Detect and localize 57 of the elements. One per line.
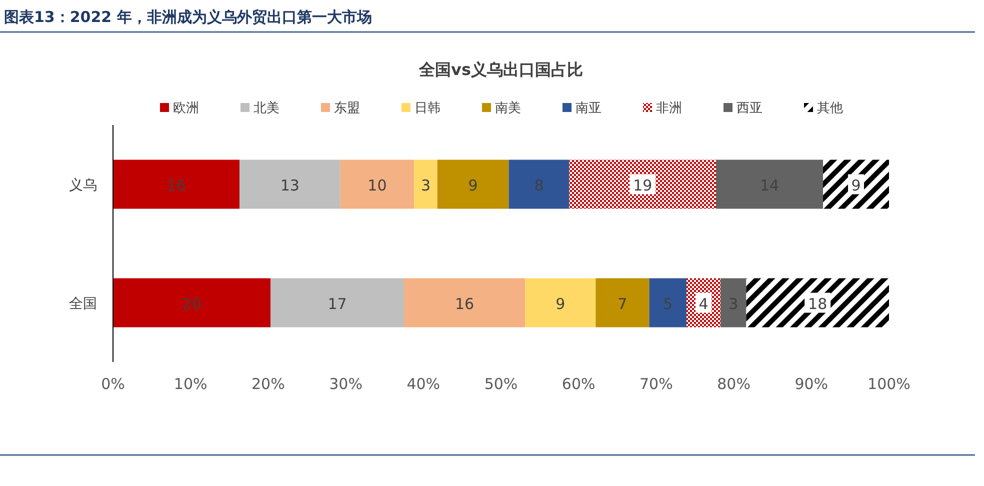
legend-label: 欧洲 — [173, 101, 199, 116]
bar — [823, 160, 889, 209]
data-label: 3 — [420, 176, 430, 194]
data-label: 7 — [618, 294, 628, 313]
data-label: 5 — [663, 294, 673, 313]
bar — [437, 160, 509, 209]
chart-title: 图表13：2022 年，非洲成为义乌外贸出口第一大市场 — [4, 8, 372, 26]
bar — [716, 160, 824, 209]
x-tick-label: 50% — [484, 375, 518, 393]
data-label: 13 — [280, 176, 300, 194]
x-tick-label: 10% — [174, 375, 208, 393]
x-tick-label: 80% — [717, 375, 750, 393]
legend-label: 其他 — [817, 101, 843, 116]
bar — [340, 160, 414, 209]
x-tick-label: 60% — [562, 375, 596, 393]
legend-label: 东盟 — [334, 101, 360, 116]
bar — [746, 278, 889, 328]
bar — [596, 278, 650, 328]
data-label: 20 — [182, 294, 202, 313]
bar — [270, 278, 404, 328]
bar — [113, 160, 240, 209]
data-label: 17 — [328, 294, 347, 313]
bar — [113, 278, 271, 328]
data-label: 9 — [851, 176, 861, 194]
data-label: 19 — [633, 176, 652, 194]
x-tick-label: 20% — [252, 375, 285, 393]
x-tick-label: 70% — [640, 375, 673, 393]
chart-subtitle: 全国vs义乌出口国占比 — [418, 60, 583, 79]
bar — [239, 160, 340, 209]
bar — [508, 160, 570, 209]
legend-label: 非洲 — [656, 101, 682, 116]
bar — [569, 160, 716, 209]
data-label: 4 — [698, 294, 708, 313]
data-label: 16 — [166, 176, 186, 194]
legend-label: 北美 — [254, 100, 280, 116]
x-tick-label: 0% — [101, 375, 125, 393]
y-tick-label: 全国 — [69, 296, 97, 312]
legend-label: 南亚 — [576, 101, 602, 116]
data-label: 9 — [556, 294, 566, 313]
data-label: 8 — [534, 176, 544, 194]
bar — [404, 278, 526, 328]
data-label: 18 — [808, 294, 828, 313]
data-label: 9 — [468, 176, 478, 194]
y-tick-label: 义乌 — [69, 177, 97, 194]
legend-label: 南美 — [495, 100, 521, 116]
bar — [414, 160, 438, 209]
x-tick-label: 100% — [868, 375, 910, 393]
data-label: 10 — [368, 176, 387, 194]
legend-label: 日韩 — [414, 101, 440, 116]
x-tick-label: 30% — [329, 375, 362, 393]
x-tick-label: 90% — [794, 375, 828, 393]
bar — [525, 278, 596, 328]
bar — [720, 278, 746, 328]
data-label: 16 — [454, 294, 474, 313]
x-tick-label: 40% — [406, 375, 440, 393]
legend-label: 西亚 — [736, 101, 762, 116]
bar — [649, 278, 686, 328]
